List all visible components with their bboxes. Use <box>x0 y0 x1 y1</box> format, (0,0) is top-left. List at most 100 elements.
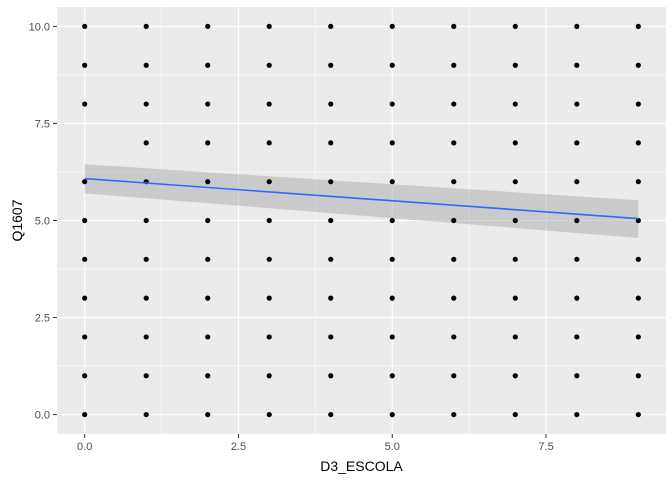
data-point <box>635 295 641 301</box>
data-point <box>266 295 272 301</box>
data-point <box>328 140 334 146</box>
data-point <box>205 23 211 30</box>
data-point <box>266 373 272 379</box>
data-point <box>328 295 334 301</box>
data-point <box>205 373 211 379</box>
data-point <box>328 334 334 340</box>
data-point <box>82 295 88 301</box>
data-point <box>82 256 88 262</box>
x-tick-label: 0.0 <box>77 441 92 453</box>
data-point <box>451 62 457 68</box>
data-point <box>266 334 272 340</box>
data-point <box>82 334 88 340</box>
data-point <box>328 101 334 107</box>
data-point <box>574 62 580 68</box>
data-point <box>143 23 149 30</box>
data-point <box>574 373 580 379</box>
data-point <box>574 256 580 262</box>
x-axis-title: D3_ESCOLA <box>320 458 403 474</box>
x-tick-label: 5.0 <box>385 441 400 453</box>
data-point <box>143 101 149 107</box>
data-point <box>512 373 518 379</box>
data-point <box>512 101 518 107</box>
data-point <box>451 373 457 379</box>
data-point <box>512 62 518 68</box>
data-point <box>574 23 580 30</box>
data-point <box>635 411 641 418</box>
data-point <box>512 334 518 340</box>
data-point <box>143 411 149 418</box>
data-point <box>205 101 211 107</box>
data-point <box>266 23 272 30</box>
data-point <box>451 411 457 418</box>
data-point <box>143 140 149 146</box>
data-point <box>451 334 457 340</box>
data-point <box>389 217 395 224</box>
data-point <box>143 62 149 68</box>
data-point <box>389 256 395 262</box>
data-point <box>328 179 334 185</box>
data-point <box>143 256 149 262</box>
data-point <box>451 179 457 185</box>
data-point <box>205 256 211 262</box>
data-point <box>635 62 641 68</box>
data-point <box>205 334 211 340</box>
data-point <box>389 62 395 68</box>
data-point <box>512 23 518 30</box>
data-point <box>389 295 395 301</box>
data-point <box>266 140 272 146</box>
y-axis-title: Q1607 <box>9 199 25 241</box>
data-point <box>635 334 641 340</box>
data-point <box>635 256 641 262</box>
data-point <box>512 179 518 185</box>
data-point <box>205 411 211 418</box>
data-point <box>389 101 395 107</box>
data-point <box>82 179 88 185</box>
data-point <box>451 256 457 262</box>
data-point <box>82 101 88 107</box>
data-point <box>389 334 395 340</box>
data-point <box>328 373 334 379</box>
y-tick-label: 10.0 <box>29 21 50 33</box>
y-tick-label: 7.5 <box>35 118 50 130</box>
data-point <box>512 295 518 301</box>
data-point <box>574 179 580 185</box>
data-point <box>512 411 518 418</box>
data-point <box>451 140 457 146</box>
data-point <box>328 217 334 224</box>
data-point <box>451 101 457 107</box>
data-point <box>574 334 580 340</box>
data-point <box>82 62 88 68</box>
data-point <box>512 140 518 146</box>
data-point <box>143 217 149 224</box>
data-point <box>266 411 272 418</box>
data-point <box>451 295 457 301</box>
data-point <box>389 373 395 379</box>
data-point <box>82 217 88 224</box>
data-point <box>82 23 88 30</box>
data-point <box>389 179 395 185</box>
data-point <box>266 256 272 262</box>
data-point <box>205 62 211 68</box>
data-point <box>635 101 641 107</box>
data-point <box>635 140 641 146</box>
data-point <box>574 295 580 301</box>
data-point <box>205 179 211 185</box>
data-point <box>389 140 395 146</box>
y-tick-label: 0.0 <box>35 410 50 422</box>
x-tick-label: 7.5 <box>538 441 553 453</box>
data-point <box>143 295 149 301</box>
data-point <box>574 411 580 418</box>
data-point <box>451 217 457 224</box>
data-points <box>82 23 641 418</box>
data-point <box>389 411 395 418</box>
y-tick-label: 5.0 <box>35 216 50 228</box>
data-point <box>635 179 641 185</box>
data-point <box>574 140 580 146</box>
data-point <box>451 23 457 30</box>
data-point <box>389 23 395 30</box>
confidence-band <box>84 164 639 238</box>
data-point <box>328 411 334 418</box>
x-axis-ticks: 0.0 2.5 5.0 7.5 <box>77 434 554 453</box>
